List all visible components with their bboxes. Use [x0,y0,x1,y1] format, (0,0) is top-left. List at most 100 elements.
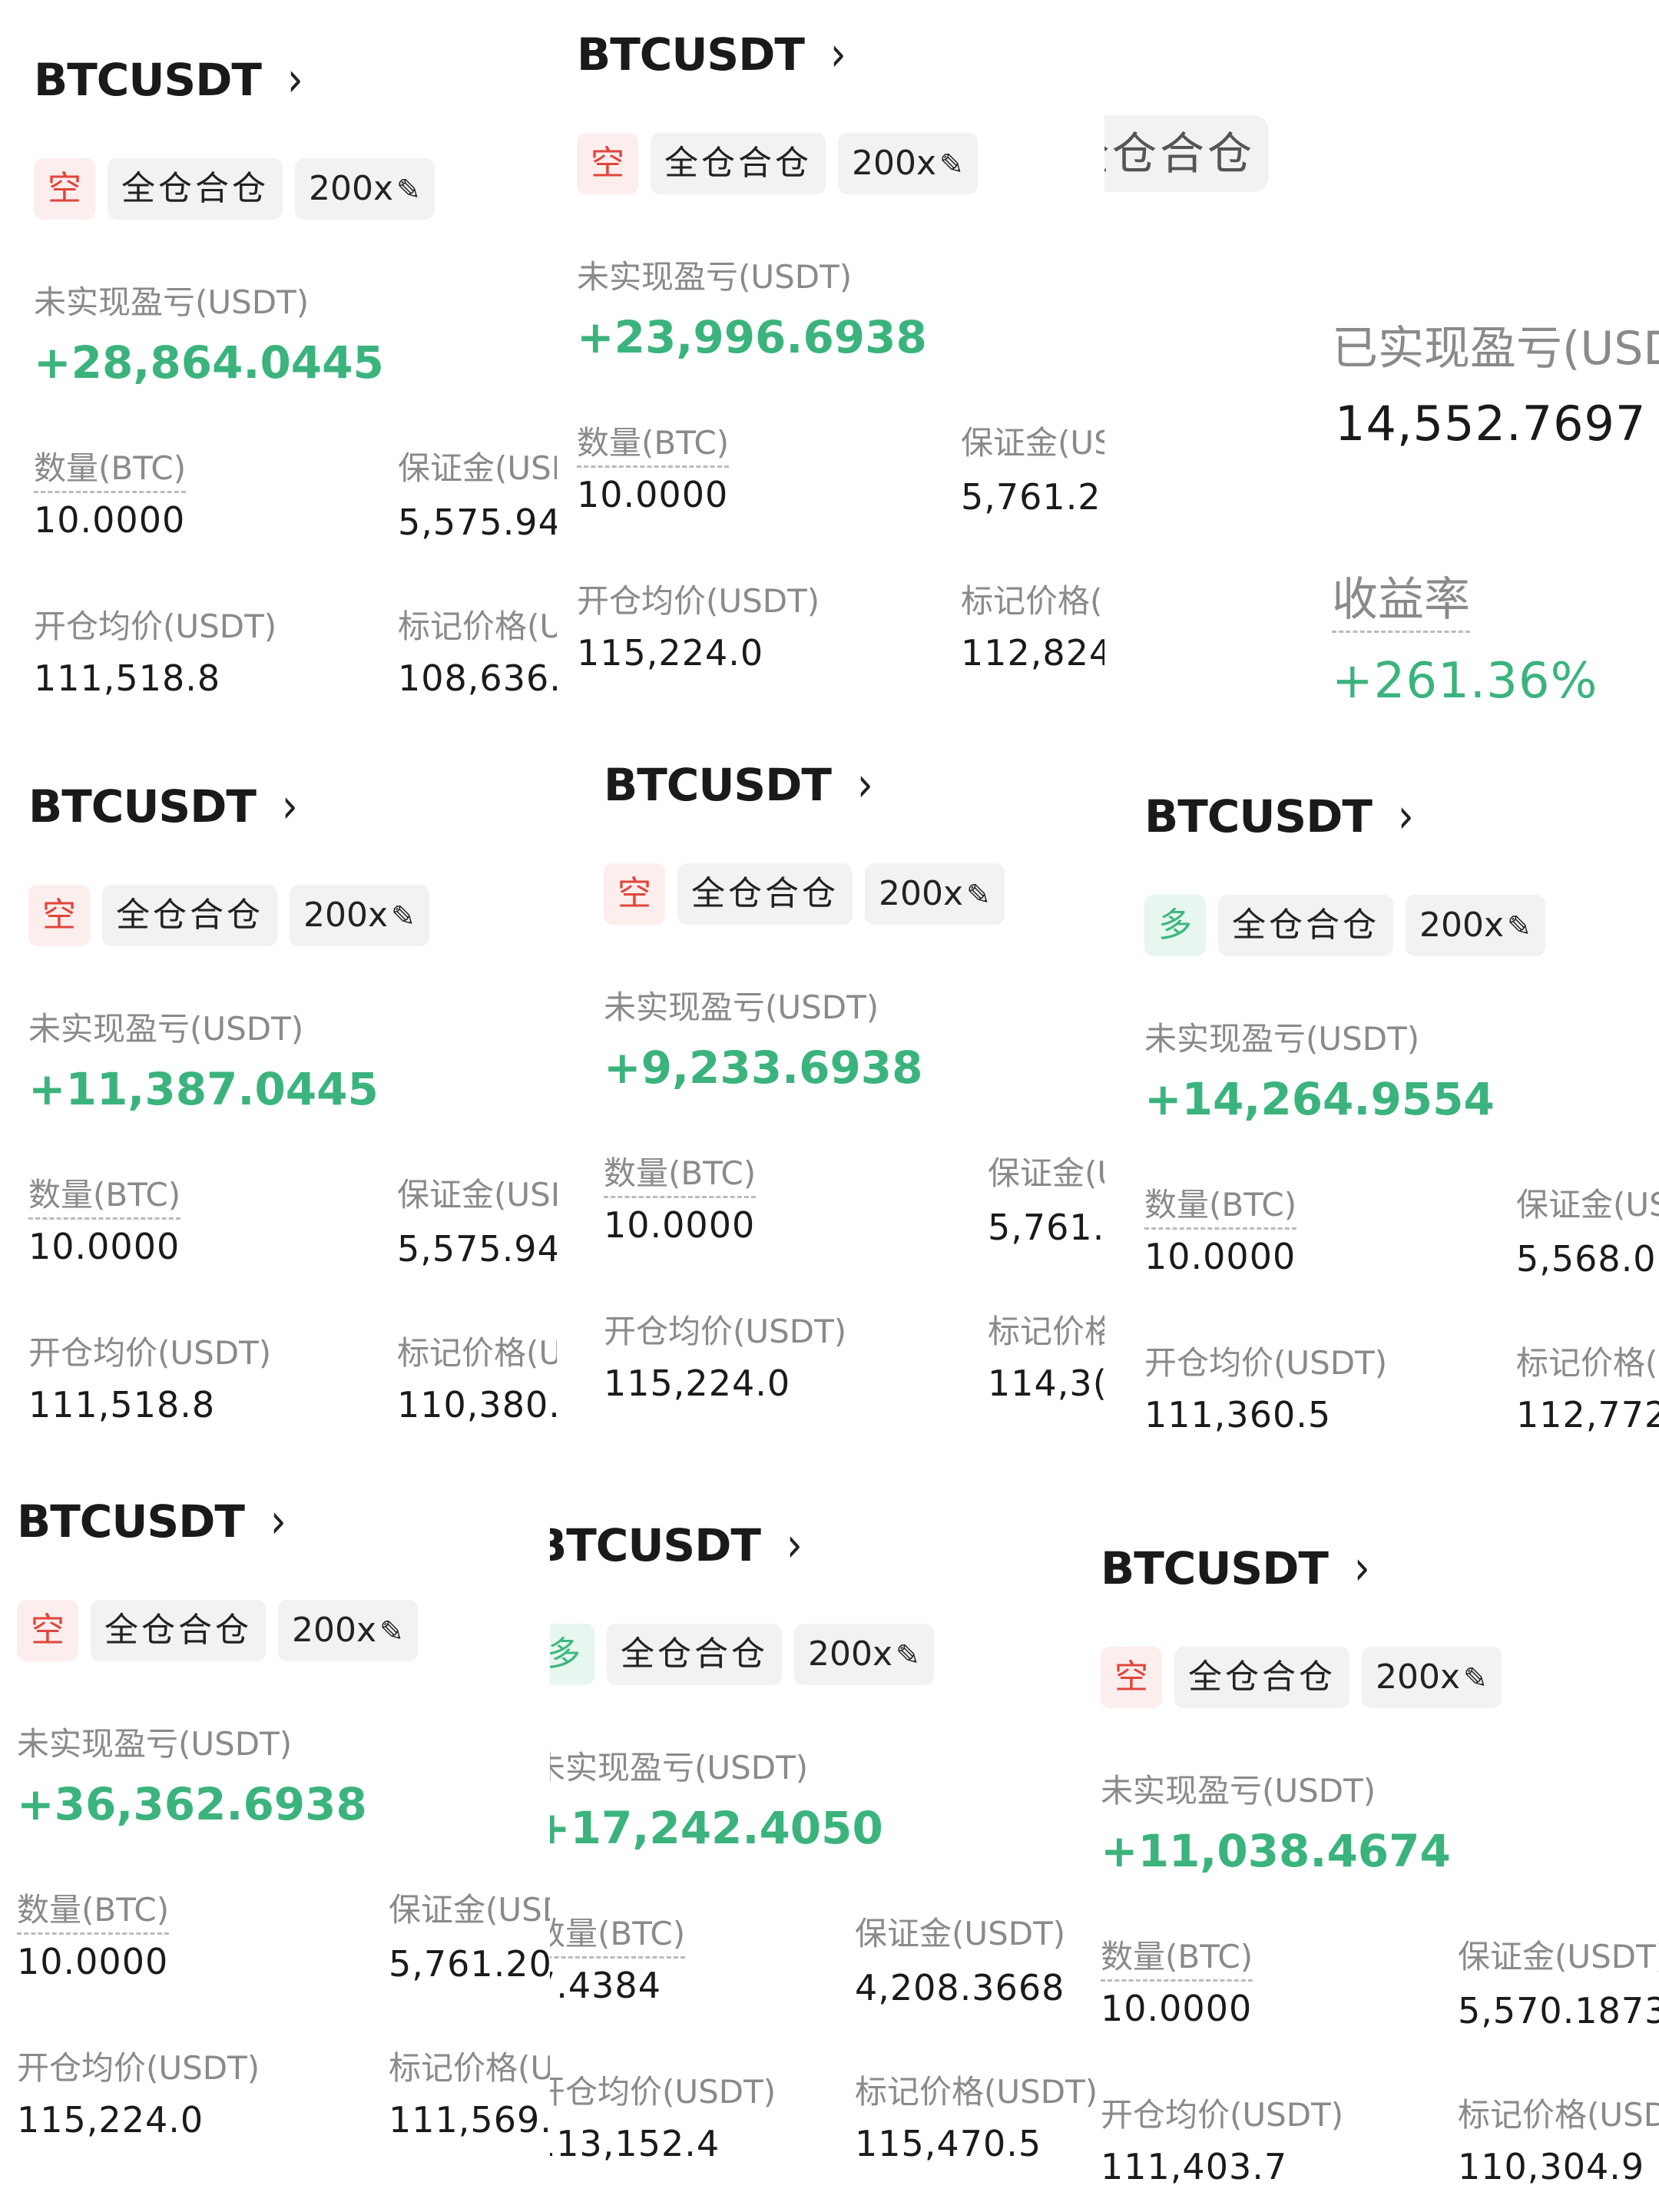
margin-label: 保证金(USDT) [389,1891,550,1929]
unrealized-pnl-value: +23,996.6938 [577,311,927,363]
realized-pnl-label: 已实现盈亏(USDT) [1332,322,1659,376]
symbol-link[interactable]: BTCUSDT › [1101,1541,1370,1596]
symbol-link[interactable]: BTCUSDT › [604,757,873,813]
entry-price-label: 开仓均价(USDT) [17,2049,260,2087]
leverage-button[interactable]: 200x ✎ [865,863,1005,925]
side-badge: 空 [28,885,90,946]
mark-price-label: 标记价格(USDT) [961,582,1104,620]
symbol-link[interactable]: BTCUSDT › [28,779,298,834]
quantity-label[interactable]: 数量(BTC) [604,1147,757,1198]
summary-panel: 全仓合仓 已实现盈亏(USDT) 14,552.7697 收益率 +261.36… [1104,0,1659,733]
symbol-link[interactable]: BTCUSDT › [550,1518,803,1573]
position-tags: 空 全仓合仓 200x ✎ [17,1600,418,1661]
margin-label: 保证金(USDT) [398,449,557,487]
position-panel: BTCUSDT › 多 全仓合仓 200x ✎ 未实现盈亏(USDT) +17,2… [550,1467,1100,2212]
symbol-name: BTCUSDT [1144,790,1373,843]
leverage-button[interactable]: 200x ✎ [1406,895,1545,956]
margin-value: 5,761. [988,1207,1104,1248]
position-card: BTCUSDT › 空 全仓合仓 200x ✎ 未实现盈亏(USDT) +11,0… [1101,1541,1659,2212]
leverage-button[interactable]: 200x ✎ [1362,1647,1502,1708]
entry-price-label: 开仓均价(USDT) [550,2073,777,2111]
unrealized-pnl-label: 未实现盈亏(USDT) [550,1749,809,1786]
mark-price-value: 112,824 [961,632,1104,674]
mark-price-label: 标记价格(USDT) [1516,1344,1659,1382]
symbol-name: BTCUSDT [28,780,257,833]
position-card: BTCUSDT › 多 全仓合仓 200x ✎ 未实现盈亏(USDT) +17,2… [550,1518,1100,2210]
margin-value: 5,575.94 [397,1228,557,1270]
leverage-value: 200x [808,1634,893,1674]
symbol-link[interactable]: BTCUSDT › [577,27,846,82]
quantity-value: 10.0000 [1144,1236,1296,1277]
quantity-value: 10.0000 [17,1941,169,1982]
chevron-right-icon: › [286,52,303,108]
leverage-button[interactable]: 200x ✎ [290,885,429,946]
position-card: BTCUSDT › 空 全仓合仓 200x ✎ 未实现盈亏(USDT) +9,23… [604,757,1104,1450]
mark-price-label: 标记价格(USDT) [397,1334,557,1372]
position-panel: BTCUSDT › 空 全仓合仓 200x ✎ 未实现盈亏(USDT) +11,0… [1100,1467,1659,2212]
leverage-button[interactable]: 200x ✎ [295,158,435,220]
pencil-icon: ✎ [391,899,416,933]
quantity-label[interactable]: 数量(BTC) [1144,1179,1297,1230]
entry-price-label: 开仓均价(USDT) [28,1334,272,1372]
quantity-value: 10.0000 [34,499,186,541]
leverage-value: 200x [879,874,964,913]
position-tags: 空 全仓合仓 200x ✎ [577,133,978,194]
quantity-label[interactable]: 数量(BTC) [577,417,730,468]
mark-price-label: 标记价格(USDT) [1458,2096,1659,2134]
mark-price-value: 108,636. [398,657,557,699]
position-card: BTCUSDT › 空 全仓合仓 200x ✎ 未实现盈亏(USDT) +36,3… [17,1494,550,2187]
symbol-link[interactable]: BTCUSDT › [34,52,303,108]
chevron-right-icon: › [786,1518,803,1573]
margin-value: 5,761.20 [389,1943,550,1985]
margin-mode-tag: 全仓合仓 [102,885,277,946]
realized-pnl-value: 14,552.7697 [1335,396,1647,452]
entry-price-label: 开仓均价(USDT) [34,608,277,645]
position-tags: 多 全仓合仓 200x ✎ [1144,895,1545,956]
symbol-link[interactable]: BTCUSDT › [17,1494,286,1549]
quantity-label[interactable]: 数量(BTC) [28,1169,181,1220]
pencil-icon: ✎ [1507,909,1532,943]
margin-label: 保证金(USDT) [988,1154,1104,1192]
entry-price-label: 开仓均价(USDT) [1144,1344,1388,1382]
mark-price-value: 110,304.9 [1458,2146,1645,2187]
leverage-button[interactable]: 200x ✎ [794,1624,934,1685]
roi-label: 收益率 [1332,562,1470,633]
quantity-label[interactable]: 数量(BTC) [1101,1931,1253,1982]
chevron-right-icon: › [856,757,873,813]
position-panel: BTCUSDT › 空 全仓合仓 200x ✎ 未实现盈亏(USDT) +9,23… [557,733,1104,1467]
mark-price-label: 标记价格(USDT) [988,1313,1104,1350]
unrealized-pnl-value: +11,038.4674 [1101,1825,1451,1877]
side-badge: 空 [17,1600,78,1661]
quantity-label[interactable]: 数量(BTC) [17,1884,170,1935]
quantity-value: 10.0000 [1101,1988,1253,2029]
margin-label: 保证金(USDT) [961,424,1104,462]
position-tags: 空 全仓合仓 200x ✎ [604,863,1005,925]
margin-label: 保证金(USDT) [855,1915,1066,1952]
margin-label: 保证金(USDT) [1516,1186,1659,1224]
leverage-value: 200x [1419,906,1505,945]
margin-label: 保证金(USDT) [1458,1938,1659,1975]
mark-price-label: 标记价格(USDT) [398,608,557,645]
unrealized-pnl-label: 未实现盈亏(USDT) [28,1010,304,1048]
chevron-right-icon: › [270,1494,286,1549]
side-badge: 空 [1101,1647,1162,1708]
position-tags: 多 全仓合仓 200x ✎ [550,1624,934,1685]
leverage-button[interactable]: 200x ✎ [278,1600,418,1661]
position-card: BTCUSDT › 空 全仓合仓 200x ✎ 未实现盈亏(USDT) +11,3… [28,779,557,1467]
leverage-value: 200x [309,169,394,208]
symbol-link[interactable]: BTCUSDT › [1144,789,1414,844]
unrealized-pnl-label: 未实现盈亏(USDT) [1144,1020,1420,1058]
mark-price-value: 111,569. [389,2099,550,2141]
mark-price-value: 114,3( [988,1363,1104,1404]
pencil-icon: ✎ [379,1614,404,1648]
margin-value: 5,570.1873 [1458,1990,1659,2032]
entry-price-value: 111,518.8 [34,657,221,699]
unrealized-pnl-value: +9,233.6938 [604,1041,923,1094]
quantity-label[interactable]: 数量(BTC) [550,1908,686,1959]
unrealized-pnl-label: 未实现盈亏(USDT) [1101,1772,1376,1810]
mark-price-value: 112,772 [1516,1394,1659,1435]
position-card: BTCUSDT › 空 全仓合仓 200x ✎ 未实现盈亏(USDT) +28,8… [34,52,557,733]
symbol-name: BTCUSDT [1101,1542,1329,1594]
leverage-button[interactable]: 200x ✎ [838,133,978,194]
quantity-label[interactable]: 数量(BTC) [34,442,187,493]
